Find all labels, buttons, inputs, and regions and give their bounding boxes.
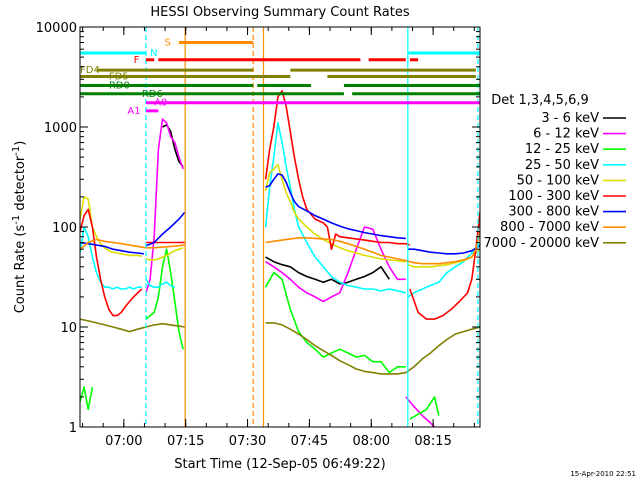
series-line-4-segment-1 <box>80 226 142 290</box>
flag-label-a1: A1 <box>127 106 140 117</box>
x-axis-label: Start Time (12-Sep-05 06:49:22) <box>174 457 385 472</box>
series-line-3-segment-4 <box>409 396 440 420</box>
series-line-6-segment-4 <box>409 212 480 320</box>
series-line-5-segment-2 <box>145 247 184 261</box>
series-line-4-segment-4 <box>407 242 480 298</box>
series-line-8-segment-1 <box>80 238 185 250</box>
series-line-4-segment-3 <box>264 122 406 294</box>
legend-entry-label-3: 12 - 25 keV <box>525 142 599 157</box>
plot-content <box>80 27 480 427</box>
y-axis-label-text: Count Rate (s <box>13 225 28 314</box>
timestamp: 15-Apr-2010 22:51 <box>570 470 636 478</box>
y-tick-label-3: 100 <box>52 221 77 236</box>
series-line-1-segment-2 <box>265 256 390 285</box>
series-line-5-segment-3 <box>264 163 406 263</box>
chart-title: HESSI Observing Summary Count Rates <box>150 5 409 20</box>
flag-label-f: F <box>134 55 140 66</box>
flag-label-fd4: FD4 <box>80 65 100 76</box>
series-line-2-segment-1 <box>145 118 184 294</box>
series-line-7-segment-2 <box>145 211 186 247</box>
series-line-9-segment-1 <box>80 318 185 333</box>
series-line-7-segment-4 <box>407 245 480 255</box>
x-tick-label-3: 07:30 <box>229 434 266 449</box>
flag-label-rd6: RD6 <box>142 89 163 100</box>
y-tick-label-5: 10000 <box>36 21 77 36</box>
series-line-5-segment-1 <box>80 196 143 257</box>
legend-entry-label-4: 25 - 50 keV <box>525 158 599 173</box>
y-axis-label-exponent-1: -1 <box>11 215 22 225</box>
flag-label-s: S <box>165 37 171 48</box>
y-tick-label-4: 1000 <box>44 121 77 136</box>
series-line-2-segment-2 <box>265 226 406 303</box>
x-tick-label-6: 08:15 <box>414 434 451 449</box>
flag-label-fd5: FD5 <box>109 71 129 82</box>
x-tick-label-1: 07:00 <box>105 434 142 449</box>
flag-label-a0: A0 <box>154 98 167 109</box>
x-tick-label-2: 07:15 <box>167 434 204 449</box>
flag-label-n: N <box>150 48 157 59</box>
legend-entry-label-8: 800 - 7000 keV <box>500 220 599 235</box>
flag-label-rd0: RD0 <box>109 81 130 92</box>
series-line-3-segment-3 <box>264 271 406 374</box>
legend-entry-label-1: 3 - 6 keV <box>541 111 599 126</box>
y-axis-label-exponent-2: -1 <box>11 146 22 156</box>
series-line-8-segment-2 <box>265 231 480 265</box>
y-axis: 1 10 100 1000 10000 <box>36 21 480 436</box>
legend-entry-label-2: 6 - 12 keV <box>533 127 599 142</box>
legend-entry-label-5: 50 - 100 keV <box>517 173 600 188</box>
x-tick-label-4: 07:45 <box>291 434 328 449</box>
series-line-9-segment-2 <box>265 322 480 375</box>
series-line-2-segment-3 <box>405 396 436 427</box>
legend-entry-label-6: 100 - 300 keV <box>508 189 599 204</box>
legend-entry-label-7: 300 - 800 keV <box>508 205 599 220</box>
x-axis: 07:00 07:15 07:30 07:45 08:00 08:15 <box>82 27 475 449</box>
legend-title: Det 1,3,4,5,6,9 <box>491 93 589 108</box>
series-line-3-segment-1 <box>80 386 94 411</box>
x-tick-label-5: 08:00 <box>353 434 390 449</box>
series-line-7-segment-3 <box>265 173 406 240</box>
series-line-6-segment-1 <box>80 208 143 317</box>
legend-entry-label-9: 7000 - 20000 keV <box>484 236 600 251</box>
y-axis-label-close: ) <box>13 141 28 146</box>
series-line-3-segment-2 <box>145 248 184 350</box>
series-line-4-segment-2 <box>145 278 176 288</box>
y-axis-label: Count Rate (s-1 detector-1) <box>11 141 28 314</box>
y-tick-label-1: 1 <box>69 421 77 436</box>
y-axis-label-detector: detector <box>13 155 28 215</box>
series-line-7-segment-1 <box>80 241 145 255</box>
y-tick-label-2: 10 <box>60 321 77 336</box>
